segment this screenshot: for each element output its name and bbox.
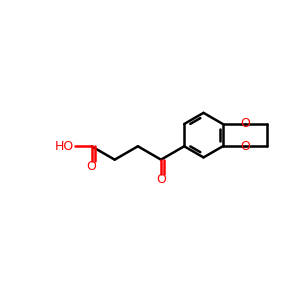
Text: O: O bbox=[240, 140, 250, 153]
Text: O: O bbox=[156, 173, 166, 186]
Text: O: O bbox=[87, 160, 97, 173]
Text: O: O bbox=[240, 118, 250, 130]
Text: HO: HO bbox=[55, 140, 74, 153]
